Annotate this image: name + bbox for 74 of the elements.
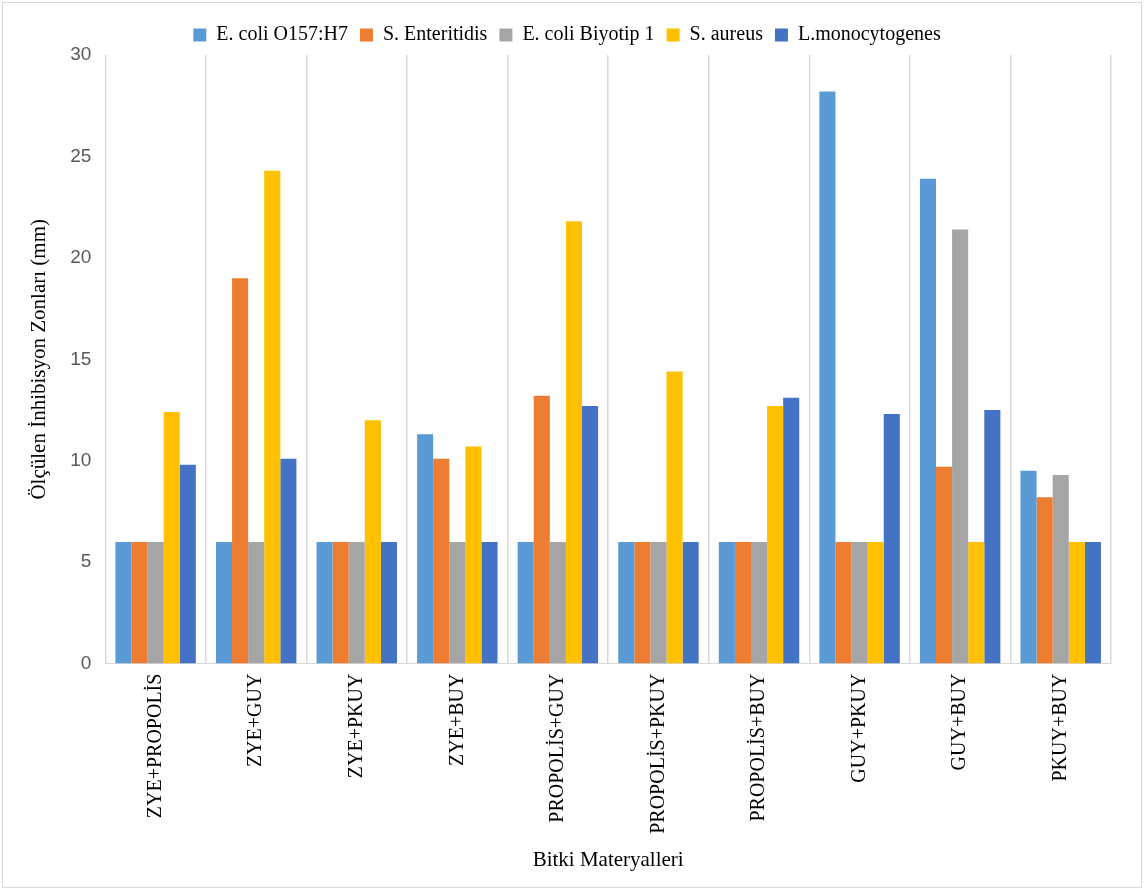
x-tick-label: ZYE+GUY	[243, 673, 266, 768]
legend-label: L.monocytogenes	[797, 22, 941, 46]
legend-label: E. coli O157:H7	[216, 22, 348, 45]
bar	[936, 466, 953, 664]
bar	[1036, 497, 1053, 664]
bar	[380, 541, 397, 664]
bar	[767, 405, 784, 664]
bar	[666, 371, 683, 664]
bar	[433, 458, 450, 664]
bar	[147, 541, 164, 664]
x-tick-label: GUY+PKUY	[846, 673, 869, 783]
bar	[952, 229, 969, 664]
bar	[919, 178, 937, 664]
bar	[131, 541, 148, 664]
bar	[316, 541, 333, 664]
bar	[179, 464, 196, 664]
bar	[682, 541, 699, 664]
bar	[650, 541, 667, 664]
bar	[634, 541, 651, 664]
bar	[783, 397, 800, 664]
bar	[364, 420, 381, 664]
bar	[1084, 541, 1101, 664]
bar	[549, 541, 566, 664]
y-tick-label: 30	[70, 43, 92, 65]
bar	[115, 541, 132, 664]
legend-label: S. aureus	[689, 22, 764, 45]
bar	[968, 541, 985, 664]
bar	[984, 410, 1001, 664]
x-axis-title: Bitki Materyalleri	[532, 846, 684, 871]
y-tick-label: 15	[70, 347, 92, 369]
bar	[449, 541, 466, 664]
bar	[417, 434, 434, 664]
x-tick-label: PKUY+BUY	[1047, 673, 1070, 782]
bar	[565, 221, 583, 664]
bar	[232, 278, 249, 664]
bar	[465, 446, 482, 664]
bar	[718, 541, 735, 664]
bar	[867, 541, 884, 664]
bar	[332, 541, 349, 664]
bar	[1020, 470, 1037, 664]
x-tick-label: ZYE+PROPOLİS	[142, 673, 165, 819]
legend-label: E. coli Biyotip 1	[522, 22, 655, 46]
y-tick-label: 25	[70, 144, 92, 166]
bar	[1052, 474, 1069, 664]
x-tick-label: PROPOLİS+BUY	[746, 673, 769, 822]
bar	[750, 541, 768, 664]
bar	[533, 395, 550, 664]
x-tick-label: PROPOLİS+PKUY	[645, 673, 668, 834]
bar	[280, 458, 297, 664]
x-tick-label: PROPOLİS+GUY	[545, 673, 568, 823]
x-tick-label: ZYE+PKUY	[344, 673, 366, 779]
bar	[819, 91, 836, 664]
bar	[618, 541, 635, 664]
bar	[248, 541, 265, 664]
bar	[163, 412, 180, 664]
y-tick-label: 10	[70, 448, 92, 470]
y-tick-label: 0	[80, 651, 92, 673]
legend-label: S. Enteritidis	[382, 22, 488, 45]
bar	[481, 541, 498, 664]
x-tick-label: GUY+BUY	[947, 673, 970, 771]
bar	[851, 541, 868, 664]
y-axis-title: Ölçülen İnhibisyon Zonları (mm)	[26, 219, 51, 500]
bar	[1068, 541, 1085, 664]
bar	[517, 541, 534, 664]
bar	[883, 414, 900, 664]
bar	[582, 405, 599, 664]
x-tick-label: ZYE+BUY	[444, 673, 467, 766]
bar	[215, 541, 233, 664]
bar	[734, 541, 751, 664]
y-tick-label: 20	[70, 246, 92, 268]
bar	[264, 170, 281, 664]
y-tick-label: 5	[80, 550, 92, 572]
bar	[348, 541, 365, 664]
bar	[835, 541, 852, 664]
